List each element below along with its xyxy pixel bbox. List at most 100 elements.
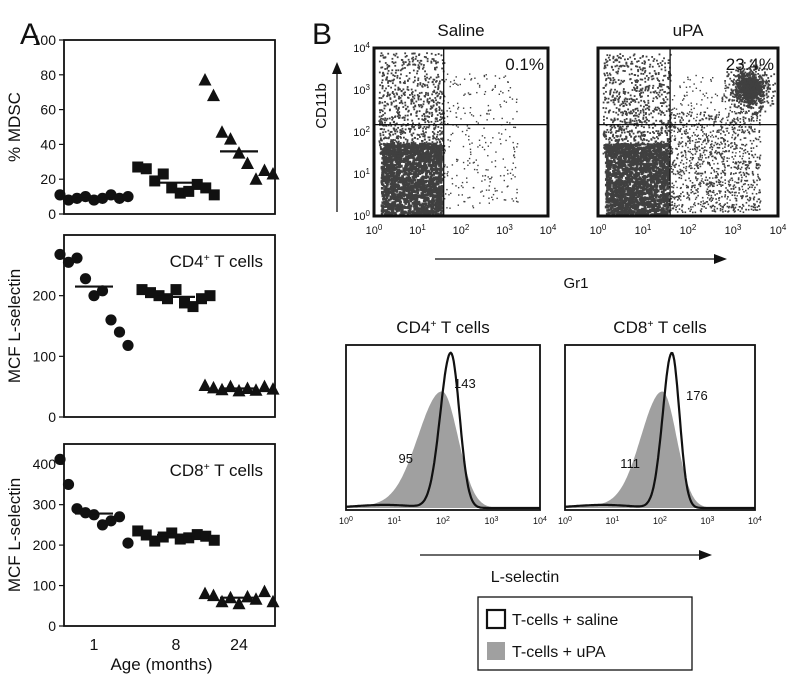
cd11b-axis-arrowhead <box>332 62 342 74</box>
cd4-mcf-point-circle <box>96 285 109 297</box>
cd8-mcf-point-square <box>183 532 195 544</box>
saline-flow-percent: 0.1% <box>505 55 544 74</box>
cd8-mcf-ytick-label: 400 <box>33 456 57 472</box>
cd8-mcf-point-square <box>132 525 144 537</box>
gr1-axis-arrowhead <box>714 254 727 264</box>
cd4-hist-frame <box>345 344 541 511</box>
cd4-hist-upa-peak-label: 95 <box>399 451 413 466</box>
cd4-mcf-point-square <box>196 293 207 305</box>
cd4-mcf-point-circle <box>88 290 100 302</box>
saline-flow-title: Saline <box>437 21 484 40</box>
cd4-mcf-point-circle <box>71 252 83 264</box>
cd8-hist-upa-peak-label: 111 <box>620 456 640 471</box>
cd11b-axis-label: CD11b <box>313 83 330 129</box>
cd8-mcf-point-triangle <box>198 586 212 600</box>
cd4-mcf-point-square <box>136 284 148 296</box>
cd8-mcf-point-square <box>174 533 186 545</box>
cd8-mcf-xtick-label: 1 <box>90 637 99 654</box>
saline-flow-ytick-label: 100 <box>353 209 370 224</box>
saline-flow-ytick-label: 103 <box>353 83 370 98</box>
cd4-mcf-point-circle <box>105 314 117 326</box>
cd8-mcf-point-square <box>200 530 212 542</box>
cd4-hist-xtick-label: 104 <box>533 516 547 527</box>
legend-label: T-cells + uPA <box>512 644 606 661</box>
cd4-mcf-ytick-label: 200 <box>33 288 57 304</box>
mdsc-point-square <box>191 178 203 190</box>
cd8-hist-xtick-label: 103 <box>701 516 715 527</box>
mdsc-point-circle <box>62 194 75 206</box>
cd4-mcf-point-square <box>162 293 173 305</box>
cd4-mcf-point-circle <box>113 326 126 338</box>
cd4-mcf-annotation: CD4+ T cells <box>170 252 263 271</box>
cd8-mcf-point-triangle <box>232 596 246 610</box>
mdsc-point-square <box>183 185 195 197</box>
cd8-mcf-ytick-label: 100 <box>33 578 57 594</box>
saline-flow-xtick-label: 101 <box>409 223 426 238</box>
mdsc-ytick-label: 40 <box>40 136 56 152</box>
cd4-mcf-point-circle <box>122 339 134 352</box>
saline-flow-ytick-label: 102 <box>353 125 370 140</box>
cd4-hist-xtick-label: 103 <box>485 516 499 527</box>
cd4-mcf-ylabel: MCF L-selectin <box>5 269 24 383</box>
cd8-hist-xtick-label: 104 <box>748 516 762 527</box>
cd8-mcf-ytick-label: 300 <box>33 497 57 513</box>
saline-flow-xtick-label: 102 <box>453 223 470 238</box>
cd8-mcf-plot: 0 100 200 300 400 MCF L-selectin 1 8 24 Age (mont… <box>5 443 280 674</box>
upa-flow-xtick-label: 103 <box>725 223 742 238</box>
mdsc-point-triangle <box>207 88 220 102</box>
panel-label-b: B <box>312 18 332 51</box>
cd8-mcf-point-triangle <box>207 588 220 602</box>
mdsc-point-square <box>140 163 152 175</box>
mdsc-ylabel: % MDSC <box>5 92 24 162</box>
cd8-hist-frame <box>564 344 756 511</box>
mdsc-ytick-label: 60 <box>40 102 56 118</box>
mdsc-point-triangle <box>224 132 237 145</box>
upa-flow-xtick-label: 102 <box>680 223 697 238</box>
upa-flow-xtick-label: 100 <box>590 223 607 238</box>
cd8-mcf-xtick-label: 24 <box>230 637 248 654</box>
cd8-hist-xtick-label: 102 <box>653 516 667 527</box>
cd8-mcf-point-circle <box>113 511 126 523</box>
cd8-mcf-point-circle <box>122 537 134 549</box>
cd8-mcf-point-triangle <box>258 584 271 598</box>
cd8-mcf-ylabel: MCF L-selectin <box>5 478 24 592</box>
mdsc-point-square <box>166 182 178 194</box>
legend-box <box>477 596 693 671</box>
cd4-hist-xtick-label: 100 <box>339 516 353 527</box>
cd8-mcf-frame <box>63 443 276 627</box>
mdsc-point-square <box>132 161 144 173</box>
mdsc-ytick-label: 0 <box>48 206 56 222</box>
upa-flow-xtick-label: 104 <box>770 223 787 238</box>
cd8-hist-title: CD8+ T cells <box>613 318 706 337</box>
cd4-hist: 143 95 100 101 102 103 104 <box>339 344 547 527</box>
mdsc-ytick-label: 100 <box>33 32 57 48</box>
cd4-mcf-point-triangle <box>207 380 220 394</box>
cd8-mcf-point-square <box>166 527 178 539</box>
legend-swatch-saline <box>485 608 507 630</box>
mdsc-point-triangle <box>266 166 280 180</box>
cd8-mcf-annotation: CD8+ T cells <box>170 461 263 480</box>
gr1-axis-label: Gr1 <box>563 275 588 292</box>
cd4-mcf-point-triangle <box>258 379 271 393</box>
cd4-mcf-point-square <box>179 297 190 309</box>
cd4-hist-saline-peak-label: 143 <box>454 376 476 391</box>
mdsc-point-square <box>208 189 220 201</box>
mdsc-frame <box>63 39 276 215</box>
cd8-mcf-point-triangle <box>266 594 280 608</box>
cd4-mcf-point-circle <box>62 256 75 268</box>
cd4-hist-upa-area <box>346 391 540 508</box>
saline-flow: Saline 0.1% 100 101 102 103 104 100 101 102 103 104 <box>353 21 557 237</box>
mdsc-point-triangle <box>249 172 263 185</box>
cd4-mcf-point-square <box>153 290 165 302</box>
mdsc-ytick-label: 20 <box>40 171 56 187</box>
cd8-mcf-ytick-label: 0 <box>48 618 56 634</box>
mdsc-point-square <box>200 182 212 194</box>
cd4-hist-xtick-label: 101 <box>388 516 402 527</box>
upa-flow: uPA 23.4% 100 101 102 103 104 <box>590 21 787 237</box>
saline-flow-xtick-label: 104 <box>540 223 557 238</box>
cd4-mcf-point-square <box>187 301 199 313</box>
cd4-mcf-frame <box>63 234 276 418</box>
cd8-mcf-point-circle <box>96 519 109 531</box>
cd8-mcf-point-circle <box>54 453 66 465</box>
